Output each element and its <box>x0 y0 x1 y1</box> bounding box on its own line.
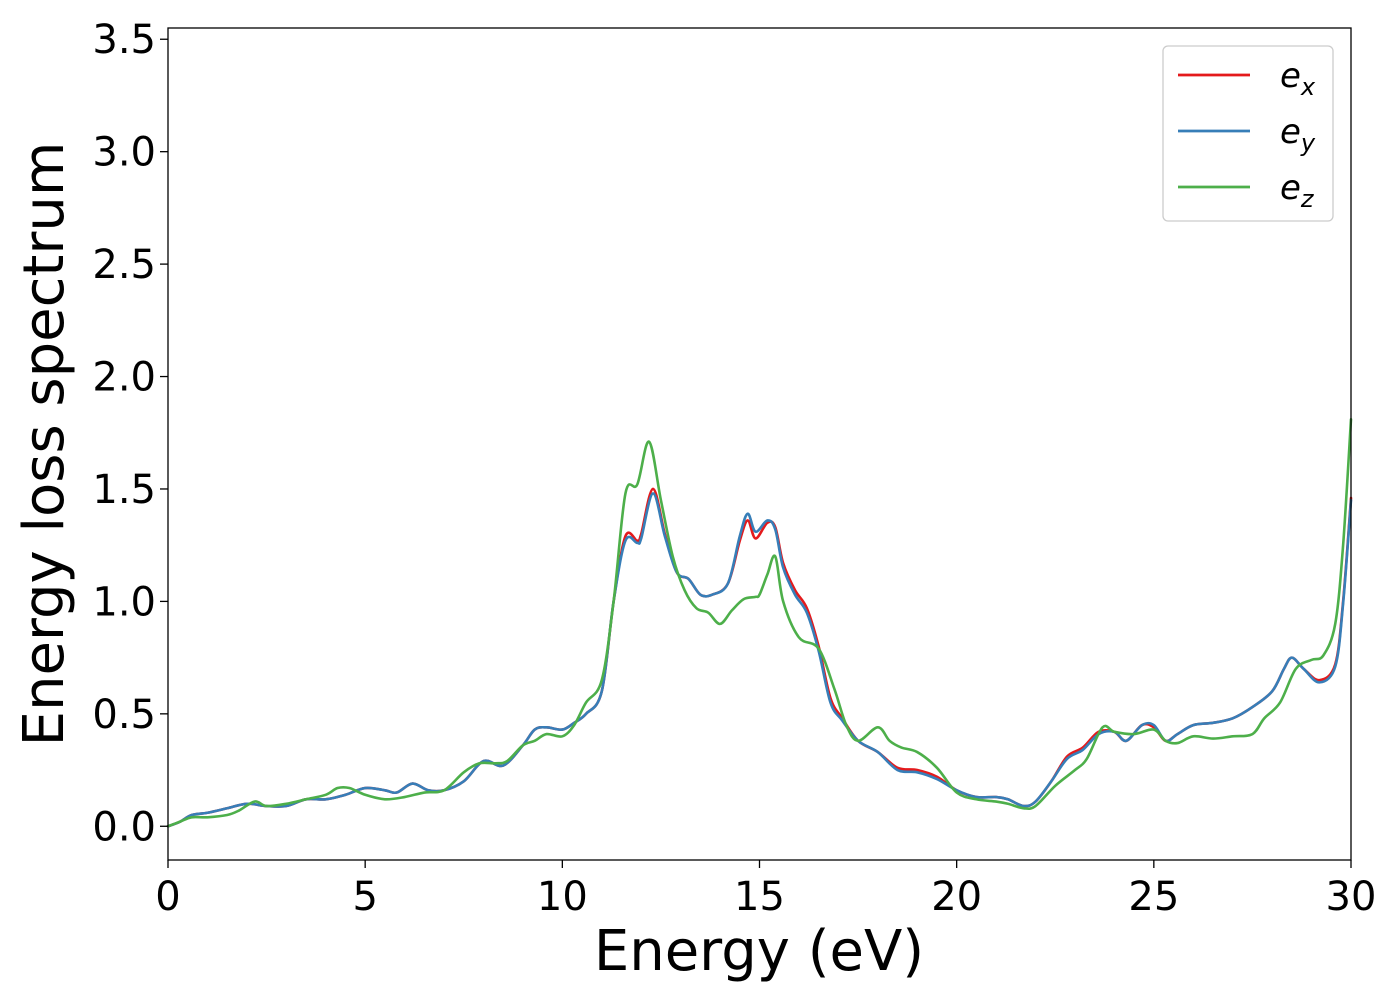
x-tick-label: 25 <box>1128 874 1179 920</box>
x-tick-label: 5 <box>352 874 377 920</box>
series-line-e-z <box>166 417 1353 828</box>
y-tick-label: 2.0 <box>92 355 156 401</box>
legend-box <box>1162 45 1334 222</box>
y-axis-title: Energy loss spectrum <box>12 142 77 747</box>
x-tick-label: 15 <box>734 874 785 920</box>
y-tick-label: 0.5 <box>92 692 156 738</box>
y-tick-label: 1.0 <box>92 579 156 625</box>
plot-lines <box>166 417 1353 828</box>
y-tick-label: 2.5 <box>92 242 156 288</box>
x-axis-title: Energy (eV) <box>594 919 924 984</box>
y-tick-label: 1.5 <box>92 467 156 513</box>
y-axis: 0.0 0.5 1.0 1.5 2.0 2.5 3.0 3.5 <box>92 17 168 850</box>
y-tick-label: 0.0 <box>92 804 156 850</box>
y-tick-label: 3.0 <box>92 130 156 176</box>
y-tick-label: 3.5 <box>92 17 156 63</box>
x-tick-label: 20 <box>931 874 982 920</box>
x-axis: 0 5 10 15 20 25 30 <box>155 860 1376 920</box>
x-tick-label: 0 <box>155 874 180 920</box>
x-tick-label: 30 <box>1326 874 1377 920</box>
x-tick-label: 10 <box>537 874 588 920</box>
